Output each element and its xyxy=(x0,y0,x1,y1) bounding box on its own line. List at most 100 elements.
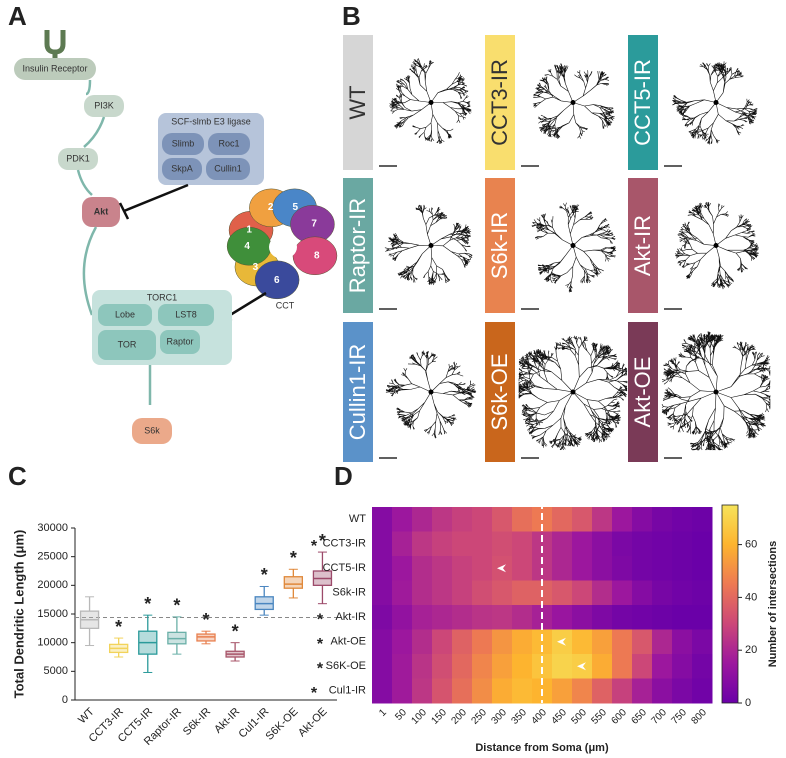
x-tick-label: 150 xyxy=(429,707,449,727)
heatmap-cell xyxy=(372,678,393,704)
heatmap-cell xyxy=(572,556,593,581)
node-label: Slimb xyxy=(172,138,195,148)
heatmap-cell xyxy=(652,531,673,557)
heatmap-cell xyxy=(652,654,673,679)
heatmap-cell xyxy=(552,580,573,606)
significance: * xyxy=(317,611,324,628)
node-label: Insulin Receptor xyxy=(22,63,87,73)
neuron xyxy=(389,58,472,144)
inhibition xyxy=(118,183,189,220)
neuron xyxy=(384,204,473,286)
heatmap-cell xyxy=(412,629,433,655)
heatmap-cell xyxy=(652,580,673,606)
heatmap-cell xyxy=(552,507,573,532)
cct-subunit xyxy=(292,236,338,276)
genotype-tile xyxy=(485,35,515,170)
genotype-tile xyxy=(628,35,658,170)
heatmap-cell xyxy=(672,531,693,557)
heatmap-cell xyxy=(632,678,653,704)
panel-label: C xyxy=(8,461,27,491)
heatmap-cell xyxy=(452,507,473,532)
y-tick-label: 30000 xyxy=(37,522,68,534)
heatmap-cell xyxy=(592,605,613,630)
x-tick-label: 700 xyxy=(649,707,669,727)
heatmap-cell xyxy=(432,580,453,606)
heatmap-cell xyxy=(552,678,573,704)
significance: * xyxy=(261,565,268,585)
heatmap-cell xyxy=(572,629,593,655)
node xyxy=(206,158,250,180)
soma xyxy=(570,389,576,395)
heatmap-cell xyxy=(472,605,493,630)
heatmap-cell xyxy=(512,605,533,630)
heatmap-cell xyxy=(412,556,433,581)
x-tick-label: 650 xyxy=(629,707,649,727)
neuron xyxy=(674,201,759,290)
row-label: S6K-OE xyxy=(326,660,366,672)
heatmap-cell xyxy=(672,556,693,581)
heatmap-cell xyxy=(392,678,413,704)
heatmap-cell xyxy=(412,580,433,606)
significance: * xyxy=(202,610,209,630)
neuron xyxy=(385,350,477,439)
heatmap-cell xyxy=(512,654,533,679)
x-tick-label: S6k-IR xyxy=(181,706,213,738)
heatmap-cell xyxy=(632,507,653,532)
heatmap-cell xyxy=(372,629,393,655)
heatmap-cell xyxy=(572,507,593,532)
neuron xyxy=(672,61,758,145)
significance: * xyxy=(232,621,239,641)
heatmap-cell xyxy=(692,556,713,581)
y-axis-label: Total Dendritic Length (μm) xyxy=(11,530,26,699)
node xyxy=(98,330,156,360)
heatmap-cell xyxy=(372,531,393,557)
heatmap-cell xyxy=(372,580,393,606)
heatmap-cell xyxy=(372,605,393,630)
genotype-tile xyxy=(343,35,373,170)
complex-title: TORC1 xyxy=(147,292,177,302)
genotype-label: CCT5-IR xyxy=(630,59,655,146)
cct-hole xyxy=(269,235,297,259)
x-tick-label: 350 xyxy=(509,707,529,727)
heatmap-cell xyxy=(432,654,453,679)
genotype-label: Akt-IR xyxy=(630,215,655,276)
heatmap-cell xyxy=(612,580,633,606)
y-tick-label: 10000 xyxy=(37,637,68,649)
x-tick-label: 1 xyxy=(377,707,389,719)
genotype-tile xyxy=(628,322,658,462)
y-tick-label: 25000 xyxy=(37,551,68,563)
heatmap-cell xyxy=(452,531,473,557)
heatmap-cell xyxy=(532,654,553,679)
significance: * xyxy=(290,548,297,568)
heatmap-cell xyxy=(592,580,613,606)
x-tick-label: 100 xyxy=(409,707,429,727)
panel-c: 0 5000 10000 15000 20000 25000 30000 Total Dend… xyxy=(11,522,337,748)
neuron xyxy=(532,63,615,139)
soma xyxy=(713,243,719,248)
node xyxy=(160,330,200,354)
heatmap-cell xyxy=(472,678,493,704)
neuron xyxy=(661,331,771,451)
heatmap-cell xyxy=(512,507,533,532)
heatmap-cell xyxy=(652,629,673,655)
heatmap-cell xyxy=(432,629,453,655)
x-tick-label: Akt-OE xyxy=(296,706,330,740)
heatmap-cell xyxy=(672,678,693,704)
heatmap-cell xyxy=(612,605,633,630)
neuron xyxy=(531,202,617,293)
genotype-tile xyxy=(628,178,658,313)
heatmap-cell xyxy=(492,580,513,606)
x-tick-label: 600 xyxy=(609,707,629,727)
node xyxy=(58,148,98,170)
neuron xyxy=(518,335,628,451)
soma xyxy=(570,100,576,105)
heatmap-cell xyxy=(632,605,653,630)
genotype-label: S6k-OE xyxy=(487,353,512,430)
genotype-label: Akt-OE xyxy=(630,357,655,428)
heatmap-cell xyxy=(612,507,633,532)
x-axis-label: Distance from Soma (μm) xyxy=(475,742,609,754)
node xyxy=(84,95,124,117)
colorbar-tick-label: 0 xyxy=(745,697,751,709)
heatmap-cell xyxy=(592,654,613,679)
heatmap-cell xyxy=(472,654,493,679)
